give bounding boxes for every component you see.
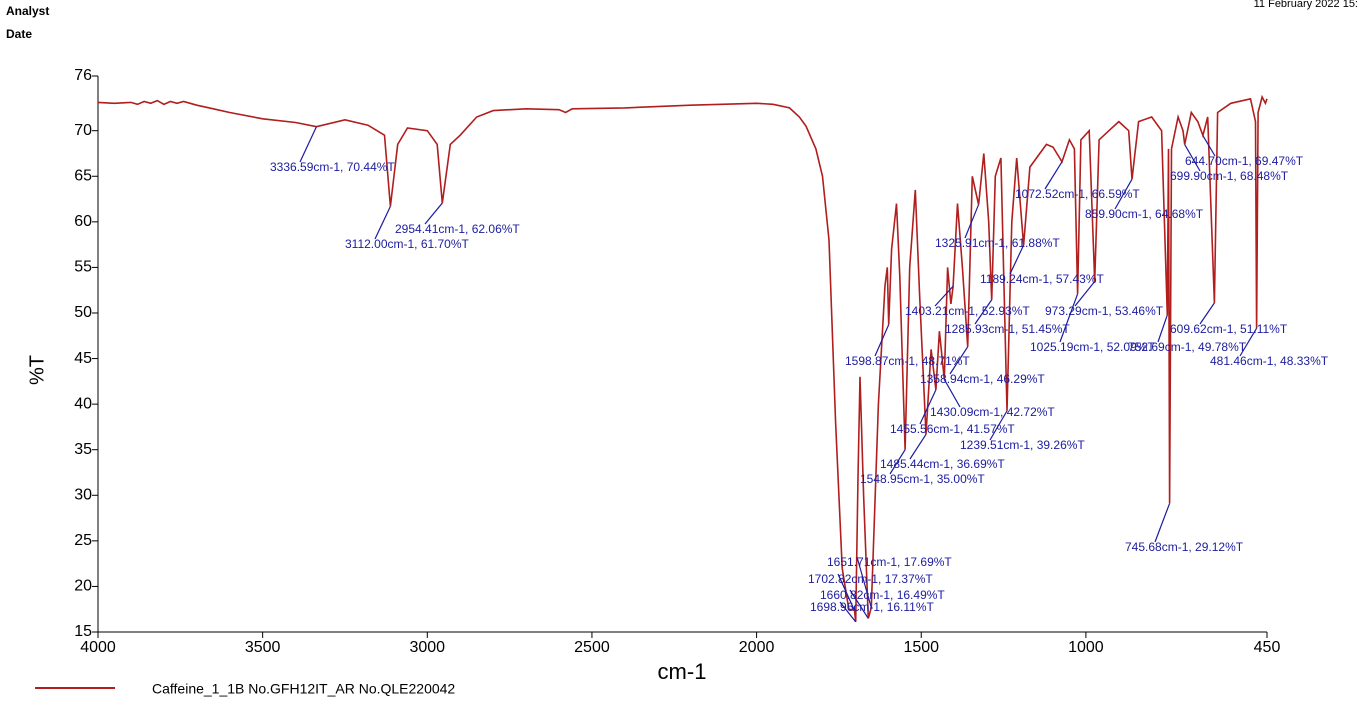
peak-label: 859.90cm-1, 64.68%T: [1085, 207, 1204, 221]
y-tick-label: 30: [74, 486, 92, 503]
leader-line: [1157, 314, 1168, 343]
leader-line: [1184, 144, 1201, 172]
peak-label: 973.29cm-1, 53.46%T: [1045, 304, 1164, 318]
x-tick-label: 1000: [1068, 639, 1104, 656]
peak-label: 1660.82cm-1, 16.49%T: [820, 588, 945, 602]
leader-line: [974, 299, 993, 325]
peak-label: 1698.96cm-1, 16.11%T: [810, 600, 935, 614]
leader-line: [919, 389, 937, 425]
peak-label: 3112.00cm-1, 61.70%T: [345, 237, 470, 251]
peak-label: 1072.52cm-1, 66.59%T: [1015, 187, 1140, 201]
peak-label: 699.90cm-1, 68.48%T: [1170, 169, 1289, 183]
leader-line: [1154, 503, 1171, 543]
x-tick-label: 450: [1254, 639, 1281, 656]
leader-line: [1074, 281, 1096, 307]
peak-label: 1025.19cm-1, 52.09%T: [1030, 340, 1155, 354]
leader-line: [856, 556, 872, 608]
peak-label: 745.68cm-1, 29.12%T: [1125, 540, 1244, 554]
leader-line: [1059, 293, 1079, 343]
leader-line: [874, 324, 890, 357]
x-axis-label: cm-1: [658, 659, 707, 684]
leader-line: [889, 449, 906, 475]
peak-label: 3336.59cm-1, 70.44%T: [270, 160, 395, 174]
leader-line: [839, 601, 857, 623]
y-tick-label: 15: [74, 623, 92, 640]
peak-label: 1485.44cm-1, 36.69%T: [880, 457, 1005, 471]
peak-label: 481.46cm-1, 48.33%T: [1210, 354, 1329, 368]
x-tick-label: 3000: [409, 639, 445, 656]
y-axis-label: %T: [26, 355, 48, 385]
legend-label: Caffeine_1_1: [152, 681, 235, 697]
leader-line: [424, 202, 443, 225]
y-tick-label: 35: [74, 441, 92, 458]
peak-label: 644.70cm-1, 69.47%T: [1185, 154, 1304, 168]
leader-line: [837, 573, 855, 611]
x-tick-label: 2500: [574, 639, 610, 656]
leader-line: [1202, 135, 1216, 157]
legend-note: B No.GFH12IT_AR No.QLE220042: [235, 681, 455, 697]
peak-label: 1285.93cm-1, 51.45%T: [945, 322, 1070, 336]
peak-label: 2954.41cm-1, 62.06%T: [395, 222, 520, 236]
leader-line: [989, 410, 1008, 441]
leader-line: [299, 126, 318, 163]
x-tick-label: 3500: [245, 639, 281, 656]
analyst-label: Analyst: [6, 4, 49, 18]
y-tick-label: 45: [74, 350, 92, 367]
y-tick-label: 60: [74, 213, 92, 230]
peak-label: 1325.91cm-1, 61.88%T: [935, 236, 1060, 250]
y-tick-label: 65: [74, 167, 92, 184]
y-tick-label: 40: [74, 395, 92, 412]
spectrum-line: [97, 94, 1268, 622]
y-tick-label: 25: [74, 532, 92, 549]
peak-label: 1598.87cm-1, 48.71%T: [845, 354, 970, 368]
y-tick-label: 70: [74, 122, 92, 139]
peak-label: 1548.95cm-1, 35.00%T: [860, 472, 985, 486]
peak-label: 752.69cm-1, 49.78%T: [1128, 340, 1247, 354]
peak-label: 1430.09cm-1, 42.72%T: [930, 405, 1055, 419]
peak-label: 1651.71cm-1, 17.69%T: [827, 555, 952, 569]
leader-line: [909, 433, 927, 460]
leader-line: [374, 206, 391, 240]
peak-label: 1189.24cm-1, 57.43%T: [980, 272, 1105, 286]
date-label: Date: [6, 27, 32, 41]
leader-line: [1239, 327, 1258, 357]
leader-line: [1009, 245, 1025, 275]
leader-line: [934, 285, 954, 307]
y-tick-label: 76: [74, 67, 92, 84]
leader-line: [1114, 178, 1133, 210]
leader-line: [1044, 161, 1063, 190]
x-tick-label: 4000: [80, 639, 116, 656]
peak-label: 1239.51cm-1, 39.26%T: [960, 438, 1085, 452]
leader-line: [964, 204, 980, 239]
x-tick-label: 2000: [739, 639, 775, 656]
peak-label: 609.62cm-1, 51.11%T: [1170, 322, 1288, 336]
peak-label: 1403.21cm-1, 52.93%T: [905, 304, 1030, 318]
y-tick-label: 55: [74, 259, 92, 276]
x-tick-label: 1500: [903, 639, 939, 656]
leader-line: [1199, 302, 1215, 325]
peak-label: 1702.82cm-1, 17.37%T: [808, 572, 933, 586]
y-tick-label: 20: [74, 578, 92, 595]
peak-label: 1358.94cm-1, 46.29%T: [920, 372, 1045, 386]
y-tick-label: 50: [74, 304, 92, 321]
leader-line: [949, 346, 969, 375]
timestamp: 11 February 2022 15:: [1254, 0, 1358, 10]
leader-line: [849, 589, 869, 619]
peak-label: 1455.56cm-1, 41.57%T: [890, 422, 1015, 436]
leader-line: [943, 379, 961, 408]
